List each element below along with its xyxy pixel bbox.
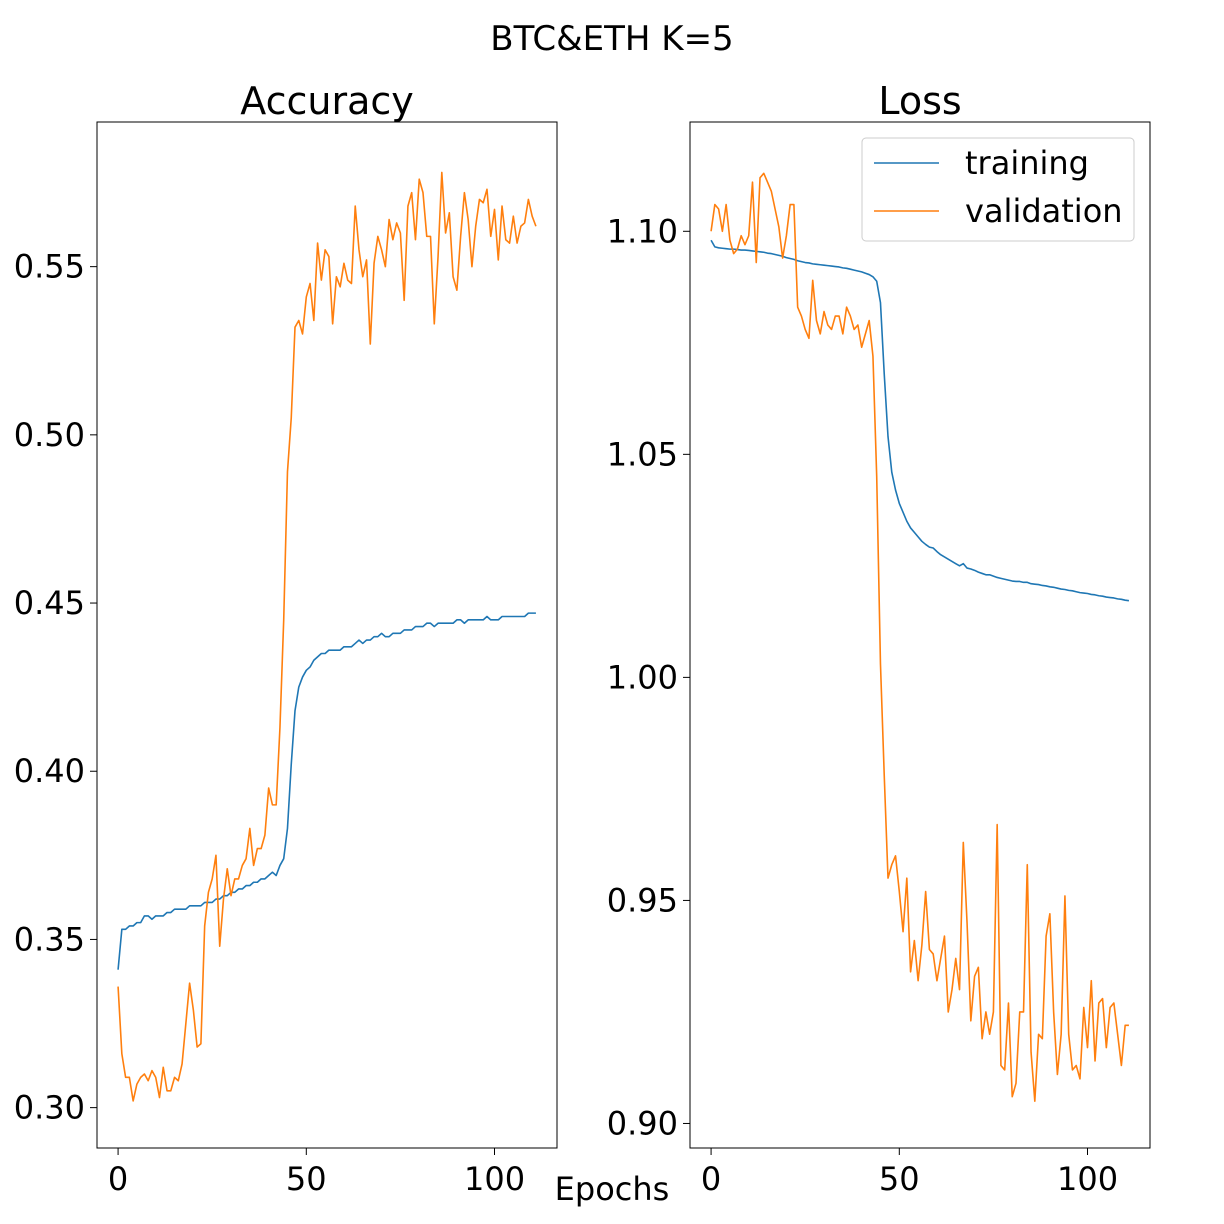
- legend-training-label: training: [965, 144, 1089, 182]
- loss-training-line: [710, 239, 1130, 602]
- loss-ytick-label: 0.90: [607, 1104, 678, 1142]
- loss-panel: Loss 0 50 100 0.90 0.95 1.00 1.05 1.10 training va…: [607, 79, 1151, 1198]
- accuracy-xtick-label: 0: [108, 1160, 128, 1198]
- accuracy-training-line: [117, 612, 536, 970]
- figure-xlabel: Epochs: [555, 1170, 670, 1208]
- loss-ytick-label: 1.00: [607, 658, 678, 696]
- accuracy-axes-frame: [96, 121, 558, 1149]
- loss-ytick-label: 1.10: [607, 212, 678, 250]
- loss-validation-line: [710, 172, 1129, 1102]
- loss-xtick-label: 0: [701, 1160, 721, 1198]
- loss-xtick-label: 50: [879, 1160, 920, 1198]
- legend-validation-label: validation: [965, 192, 1123, 230]
- loss-ytick-label: 1.05: [607, 435, 678, 473]
- accuracy-ytick-label: 0.30: [14, 1089, 85, 1127]
- accuracy-panel: Accuracy 0 50 100 0.30 0.35 0.40 0.45 0.50 0.55: [14, 79, 558, 1198]
- accuracy-ytick-label: 0.45: [14, 584, 85, 622]
- accuracy-xtick-label: 100: [464, 1160, 525, 1198]
- loss-title: Loss: [878, 79, 961, 123]
- accuracy-validation-line: [117, 171, 537, 1102]
- accuracy-xtick-label: 50: [286, 1160, 327, 1198]
- loss-xtick-label: 100: [1057, 1160, 1118, 1198]
- loss-legend: training validation: [861, 137, 1135, 242]
- accuracy-title: Accuracy: [240, 79, 414, 123]
- accuracy-ytick-label: 0.35: [14, 920, 85, 958]
- accuracy-ytick-label: 0.40: [14, 752, 85, 790]
- figure-suptitle: BTC&ETH K=5: [490, 19, 733, 59]
- accuracy-ytick-label: 0.50: [14, 416, 85, 454]
- loss-ytick-label: 0.95: [607, 881, 678, 919]
- accuracy-ytick-label: 0.55: [14, 248, 85, 286]
- loss-axes-frame: [689, 121, 1151, 1149]
